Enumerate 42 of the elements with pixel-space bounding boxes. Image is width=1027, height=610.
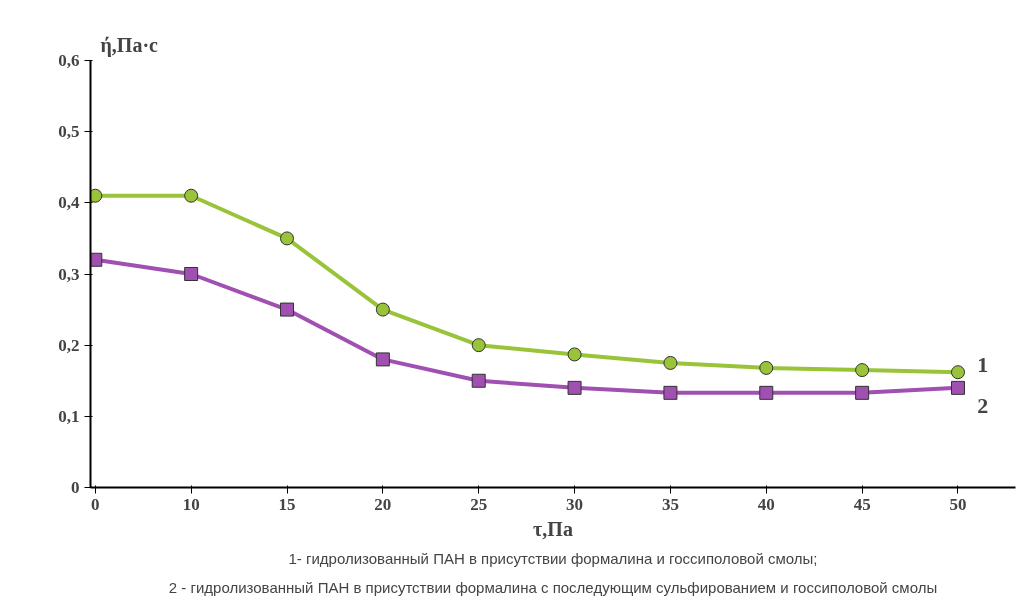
- point: [90, 188, 103, 203]
- y-tick-label: 0,5: [58, 122, 80, 142]
- point: [184, 188, 199, 203]
- y-tick-label: 0,6: [58, 51, 80, 70]
- y-axis-title: ή,Па·с: [100, 33, 159, 57]
- series-label: 1: [977, 352, 989, 378]
- x-tick-label: 50: [949, 494, 967, 514]
- point: [567, 347, 582, 362]
- point: [184, 267, 199, 281]
- y-tick-label: 0: [71, 478, 80, 497]
- point: [663, 355, 678, 370]
- x-tick-label: 20: [374, 494, 392, 514]
- point: [950, 365, 965, 380]
- point: [471, 338, 486, 353]
- text: 2 - гидролизованный ПАН в присутствии формалина с последующим сульфированием и госсиполовой смолы: [168, 578, 938, 596]
- x-tick-label: 40: [757, 494, 775, 514]
- point: [855, 363, 870, 378]
- x-axis-title: τ,Па: [533, 517, 573, 540]
- x-tick-label: 45: [853, 494, 871, 514]
- point: [855, 385, 870, 400]
- x-tick-label: 10: [182, 494, 200, 514]
- y-tick-label: 0,1: [58, 406, 80, 426]
- x-tick-label: 15: [278, 494, 296, 514]
- x-tick-label: 25: [470, 494, 488, 514]
- series-label: 2: [977, 392, 989, 418]
- point: [375, 302, 390, 317]
- y-tick-label: 0,3: [58, 264, 80, 284]
- point: [663, 385, 678, 400]
- point: [375, 352, 390, 367]
- point: [280, 302, 294, 317]
- x-tick-label: 30: [566, 494, 584, 514]
- y-tick-label: 0,4: [58, 193, 80, 213]
- y-tick-label: 0,2: [58, 335, 80, 355]
- x-tick-label: 35: [661, 494, 679, 514]
- point: [280, 231, 294, 246]
- point: [759, 360, 774, 375]
- point: [759, 385, 774, 400]
- point: [567, 380, 582, 395]
- point: [471, 373, 486, 388]
- x-tick-label: 0: [91, 494, 100, 514]
- text: 1- гидролизованный ПАН в присутствии формалина и госсиполовой смолы;: [288, 549, 818, 567]
- point: [950, 380, 965, 395]
